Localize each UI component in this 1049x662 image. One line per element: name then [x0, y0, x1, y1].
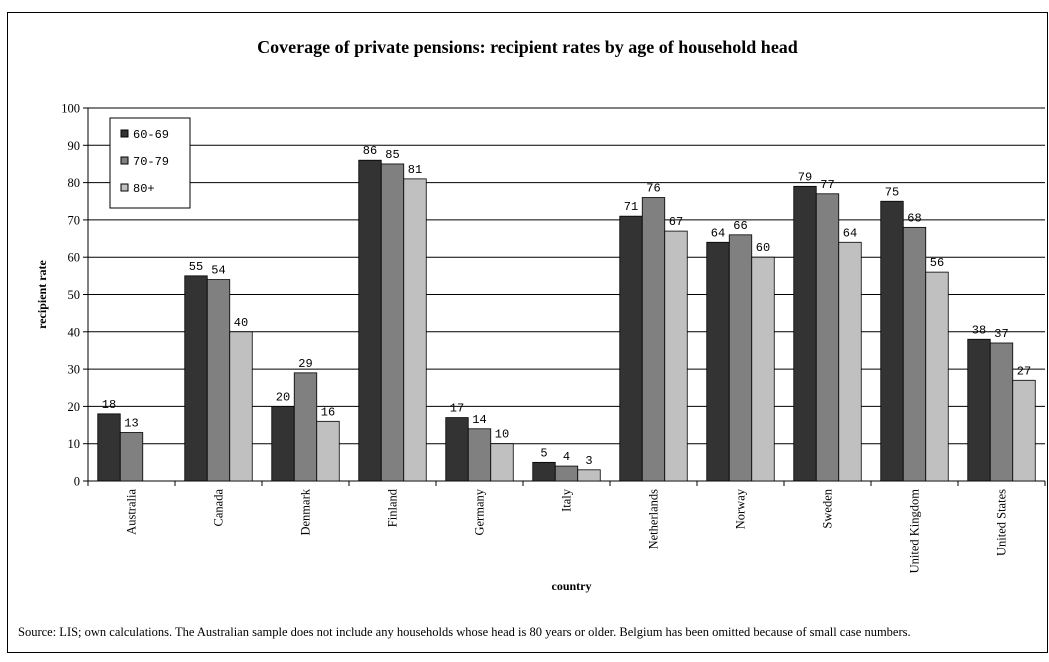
bar	[641, 197, 666, 482]
data-label: 29	[298, 357, 312, 371]
y-tick-label: 20	[68, 400, 81, 414]
bar	[619, 215, 643, 482]
y-tick-label: 40	[68, 325, 81, 339]
y-axis-title: recipient rate	[35, 259, 49, 328]
bar	[706, 241, 730, 482]
bar	[967, 338, 991, 482]
x-tick-label: United Kingdom	[908, 489, 922, 574]
data-label: 56	[930, 256, 944, 270]
data-label: 37	[994, 327, 1008, 341]
y-tick-label: 10	[68, 437, 81, 451]
data-label: 71	[624, 200, 638, 214]
data-label: 4	[563, 450, 570, 464]
x-tick-label: Italy	[560, 488, 574, 512]
data-label: 14	[472, 413, 486, 427]
x-axis-title: country	[552, 579, 592, 593]
bar	[403, 178, 427, 482]
data-label: 77	[820, 178, 834, 192]
bar	[532, 461, 556, 482]
data-label: 86	[363, 144, 377, 158]
data-label: 60	[756, 241, 770, 255]
data-label: 17	[450, 402, 464, 416]
legend-swatch	[120, 156, 129, 165]
data-label: 75	[885, 185, 899, 199]
bar	[316, 420, 340, 482]
chart-title: Coverage of private pensions: recipient …	[257, 37, 798, 57]
data-label: 81	[408, 163, 422, 177]
bar	[554, 465, 579, 482]
legend-label: 70-79	[133, 155, 169, 169]
x-tick-label: United States	[995, 489, 1009, 556]
y-tick-label: 0	[74, 475, 80, 489]
bar	[989, 342, 1014, 482]
y-tick-label: 30	[68, 363, 81, 377]
data-label: 76	[646, 182, 660, 196]
bar	[358, 159, 382, 482]
data-label: 68	[907, 211, 921, 225]
data-label: 5	[540, 446, 547, 460]
data-label: 85	[385, 148, 399, 162]
x-tick-label: Netherlands	[647, 489, 661, 550]
bar	[902, 226, 927, 482]
bar	[271, 405, 295, 482]
data-label: 79	[798, 170, 812, 184]
data-label: 20	[276, 390, 290, 404]
bar	[751, 256, 775, 482]
data-label: 16	[321, 405, 335, 419]
bar	[815, 193, 840, 482]
data-label: 38	[972, 323, 986, 337]
bar	[445, 417, 469, 482]
bar	[206, 279, 231, 482]
legend-label: 80+	[133, 182, 155, 196]
legend-label: 60-69	[133, 128, 169, 142]
bar	[1012, 379, 1036, 482]
bar	[793, 185, 817, 482]
bar	[97, 413, 121, 482]
bar	[229, 331, 253, 482]
x-tick-label: Sweden	[821, 488, 835, 528]
x-tick-label: Norway	[734, 488, 748, 529]
y-tick-label: 70	[68, 213, 81, 227]
data-label: 3	[585, 454, 592, 468]
x-tick-label: Canada	[212, 489, 226, 527]
data-label: 13	[124, 417, 138, 431]
bar	[838, 241, 862, 482]
bar	[119, 432, 144, 482]
y-tick-label: 90	[68, 139, 81, 153]
legend-swatch	[120, 129, 129, 138]
data-label: 54	[211, 264, 225, 278]
data-label: 55	[189, 260, 203, 274]
data-label: 66	[733, 219, 747, 233]
y-tick-label: 60	[68, 251, 81, 265]
data-label: 67	[669, 215, 683, 229]
y-tick-label: 100	[61, 102, 80, 116]
data-label: 64	[843, 226, 857, 240]
data-label: 64	[711, 226, 725, 240]
bar	[664, 230, 688, 482]
source-note: Source: LIS; own calculations. The Austr…	[18, 625, 911, 639]
bar	[293, 372, 318, 482]
bar	[925, 271, 949, 482]
bar	[184, 275, 208, 482]
x-tick-label: Finland	[386, 488, 400, 527]
bar	[380, 163, 405, 482]
bar	[490, 443, 514, 482]
x-tick-label: Australia	[125, 489, 139, 535]
bar	[880, 200, 904, 482]
y-tick-label: 50	[68, 288, 81, 302]
data-label: 18	[102, 398, 116, 412]
y-tick-label: 80	[68, 176, 81, 190]
data-label: 10	[495, 428, 509, 442]
data-label: 27	[1017, 364, 1031, 378]
bar	[467, 428, 492, 482]
data-label: 40	[234, 316, 248, 330]
legend-swatch	[120, 183, 129, 192]
x-tick-label: Denmark	[299, 488, 313, 535]
x-tick-label: Germany	[473, 488, 487, 535]
bar	[577, 469, 601, 482]
bar	[728, 234, 753, 482]
